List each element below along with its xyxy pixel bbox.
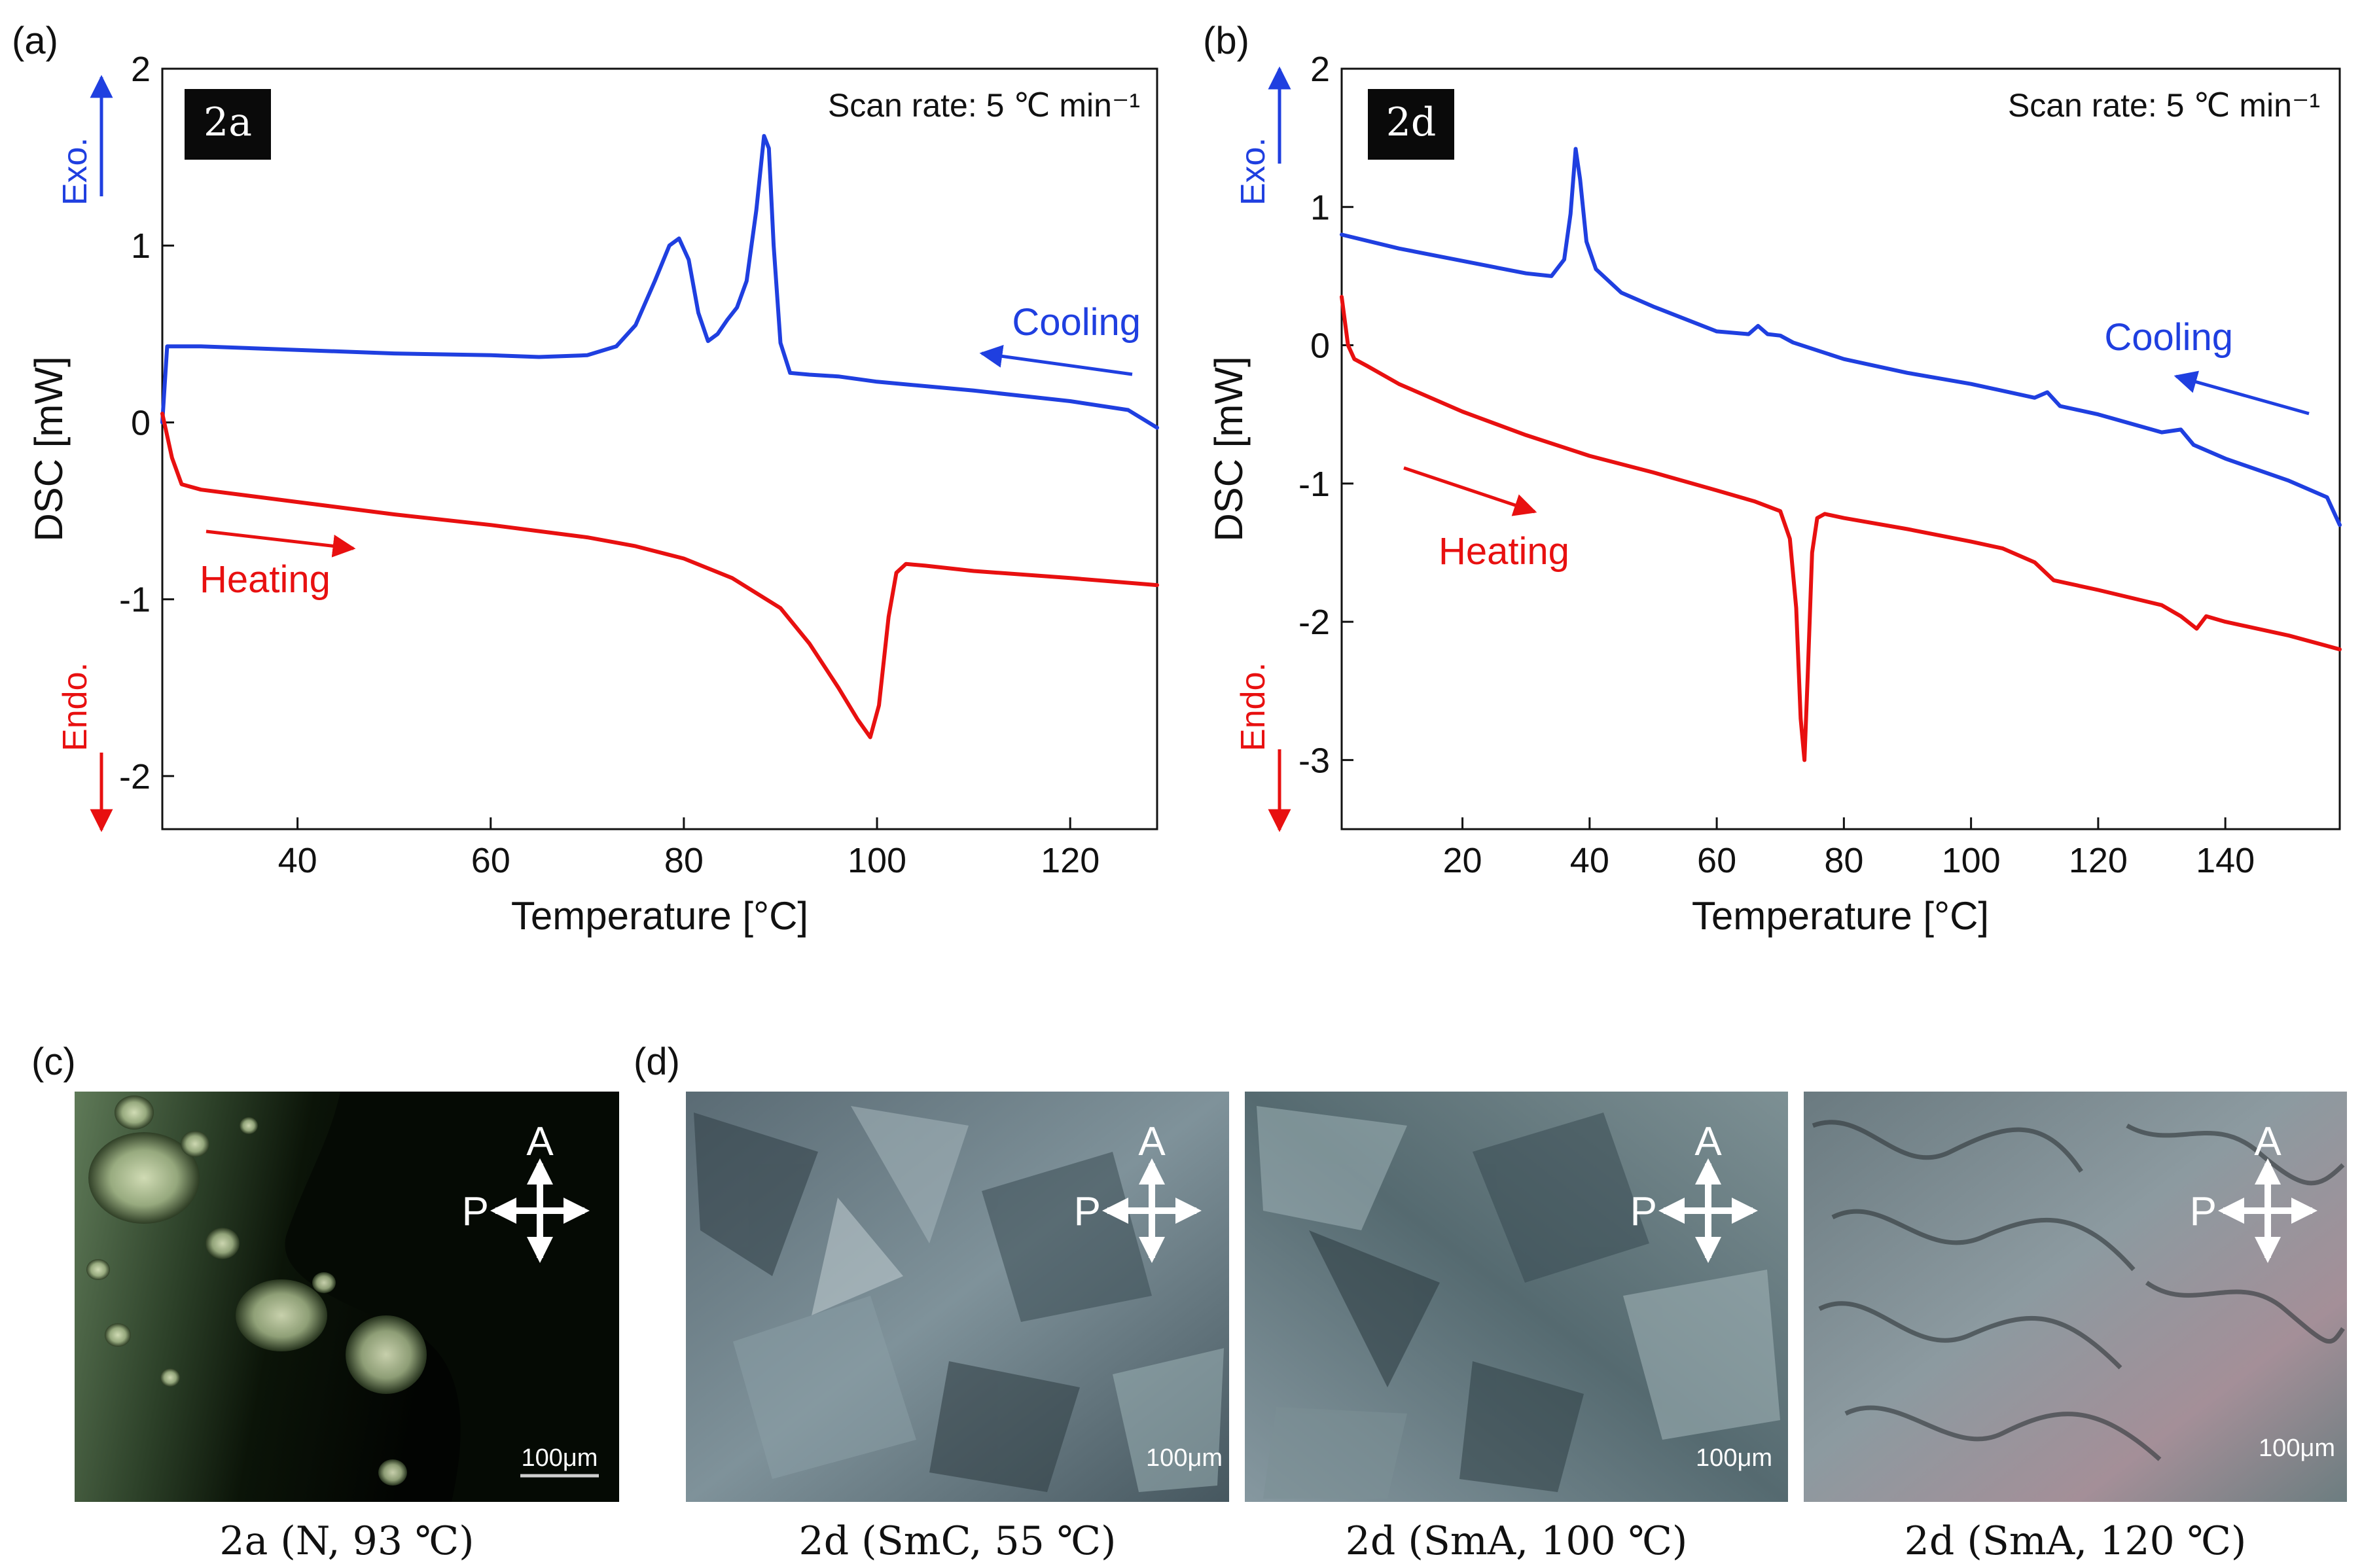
panel-b-heating-label: Heating [1439, 530, 1569, 573]
panel-d-label: (d) [634, 1041, 680, 1083]
panel-a-axes: 40 60 80 100 120 -2 -1 0 1 2 [119, 50, 1159, 880]
panel-b-plot-frame [1340, 67, 2341, 830]
panel-a-heating-curve [160, 412, 1159, 739]
panel-b-xtick-label: 140 [2196, 841, 2255, 880]
micrograph-2d-sma-100-caption: 2d (SmA, 100 ℃) [1346, 1518, 1688, 1564]
panel-b-curves [1340, 147, 2342, 762]
panel-a-xtick-label: 40 [278, 841, 317, 880]
analyzer-label: A [2254, 1119, 2281, 1164]
panel-b-ytick-label: -3 [1298, 741, 1330, 780]
micrograph-2a-n: AP 100μm [75, 1092, 619, 1502]
micrograph-2d-sma-100: AP 100μm [1245, 1092, 1788, 1502]
polarizer-label: P [2190, 1189, 2217, 1234]
scale-bar-label: 100μm [1696, 1444, 1772, 1472]
panel-a-ytick-label: 2 [131, 50, 151, 89]
panel-b-sample-badge: 2d [1368, 89, 1454, 160]
panel-a-sample-label: 2a [204, 99, 252, 145]
panel-a-exo-label: Exo. [56, 137, 94, 205]
panel-a-scan-rate: Scan rate: 5 ℃ min⁻¹ [828, 87, 1140, 124]
panel-b-ytick-label: -1 [1298, 465, 1330, 504]
micrograph-2a-bubbles [86, 1096, 427, 1486]
panel-a-ytick-label: 1 [131, 226, 151, 266]
micrograph-2d-sma-120-caption: 2d (SmA, 120 ℃) [1905, 1518, 2247, 1564]
panel-b-xlabel: Temperature [°C] [1692, 894, 1989, 938]
scale-bar-label: 100μm [2259, 1434, 2335, 1462]
panel-a-curves [160, 134, 1159, 739]
micrograph-2a-scale-bar: 100μm [520, 1444, 599, 1478]
micrograph-2d-smc-polarizer-cross: AP [1074, 1119, 1202, 1263]
polarizer-label: P [462, 1189, 489, 1234]
polarizer-label: P [1630, 1189, 1657, 1234]
panel-b-ytick-label: 1 [1310, 188, 1330, 227]
panel-a-endo-label: Endo. [56, 662, 94, 751]
panel-b-exo-indicator: Exo. [1234, 66, 1291, 205]
panel-a: (a) 40 60 80 100 120 -2 -1 0 1 2 2a Scan rate: 5 … [12, 20, 1159, 938]
panel-a-ytick-label: 0 [131, 403, 151, 442]
panel-a-cooling-label: Cooling [1012, 301, 1141, 344]
panel-a-cooling-annotation: Cooling [979, 301, 1141, 376]
analyzer-label: A [526, 1119, 554, 1164]
panel-a-ticks: 40 60 80 100 120 -2 -1 0 1 2 [119, 50, 1100, 880]
micrograph-2d-sma-120-polarizer-cross: AP [2190, 1119, 2317, 1263]
panel-b-ytick-label: 0 [1310, 327, 1330, 366]
micrograph-2d-sma-120-texture [1812, 1120, 2345, 1461]
panel-a-xtick-label: 80 [664, 841, 704, 880]
panel-b-axes: 20 40 60 80 100 120 140 -3 -2 -1 0 1 2 [1298, 50, 2342, 880]
panel-b-xtick-label: 80 [1824, 841, 1863, 880]
panel-a-xtick-label: 100 [848, 841, 906, 880]
panel-a-cooling-curve [160, 134, 1159, 430]
panel-a-ytick-label: -1 [119, 580, 151, 620]
panel-a-ylabel: DSC [mW] [27, 356, 71, 541]
panel-b-cooling-label: Cooling [2104, 316, 2233, 359]
scale-bar-label: 100μm [522, 1444, 598, 1472]
panel-b-endo-indicator: Endo. [1234, 662, 1291, 832]
micrograph-2d-smc-caption: 2d (SmC, 55 ℃) [799, 1518, 1117, 1564]
panel-b-ytick-label: 2 [1310, 50, 1330, 89]
micrograph-2d-sma-100-texture [1257, 1106, 1780, 1499]
micrograph-2a-polarizer-cross: AP [462, 1119, 590, 1263]
panel-a-exo-indicator: Exo. [56, 75, 113, 205]
panel-a-xtick-label: 120 [1041, 841, 1100, 880]
micrograph-2d-smc: AP 100μm [686, 1092, 1229, 1502]
panel-b-ticks: 20 40 60 80 100 120 140 -3 -2 -1 0 1 2 [1298, 50, 2255, 880]
panel-a-heating-label: Heating [200, 558, 331, 601]
panel-a-xlabel: Temperature [°C] [511, 894, 808, 938]
panel-a-endo-indicator: Endo. [56, 662, 113, 832]
panel-b-scan-rate: Scan rate: 5 ℃ min⁻¹ [2008, 87, 2320, 124]
panel-b: (b) 20 40 60 80 100 120 140 -3 -2 -1 0 1 2 2d Scan r… [1203, 20, 2342, 938]
panel-b-ylabel: DSC [mW] [1207, 356, 1251, 541]
micrograph-2d-sma-120: AP 100μm [1804, 1092, 2347, 1502]
panel-a-sample-badge: 2a [185, 89, 271, 160]
panel-b-ytick-label: -2 [1298, 603, 1330, 642]
panel-c-label: (c) [31, 1041, 76, 1083]
analyzer-label: A [1138, 1119, 1166, 1164]
panel-b-xtick-label: 120 [2069, 841, 2128, 880]
panel-b-cooling-curve [1340, 147, 2342, 527]
scale-bar-label: 100μm [1146, 1444, 1223, 1472]
panel-a-ytick-label: -2 [119, 757, 151, 796]
panel-a-xtick-label: 60 [471, 841, 510, 880]
panel-b-cooling-annotation: Cooling [2104, 316, 2310, 416]
panel-a-label: (a) [12, 20, 58, 62]
analyzer-label: A [1694, 1119, 1722, 1164]
panel-b-xtick-label: 40 [1570, 841, 1609, 880]
panel-b-endo-label: Endo. [1234, 662, 1272, 751]
panel-b-xtick-label: 100 [1942, 841, 2001, 880]
micrograph-2a-caption: 2a (N, 93 ℃) [219, 1518, 474, 1564]
panel-b-heating-curve [1340, 294, 2342, 762]
micrograph-2d-smc-texture [694, 1106, 1224, 1492]
micrograph-2d-sma-100-polarizer-cross: AP [1630, 1119, 1758, 1263]
panel-b-xtick-label: 60 [1697, 841, 1736, 880]
panel-b-xtick-label: 20 [1443, 841, 1482, 880]
panel-a-plot-frame [161, 67, 1158, 830]
panel-b-label: (b) [1203, 20, 1249, 62]
panel-b-exo-label: Exo. [1234, 137, 1272, 205]
panel-b-sample-label: 2d [1386, 99, 1437, 145]
panel-b-heating-annotation: Heating [1403, 466, 1569, 573]
polarizer-label: P [1074, 1189, 1101, 1234]
panel-a-heating-annotation: Heating [200, 529, 356, 601]
